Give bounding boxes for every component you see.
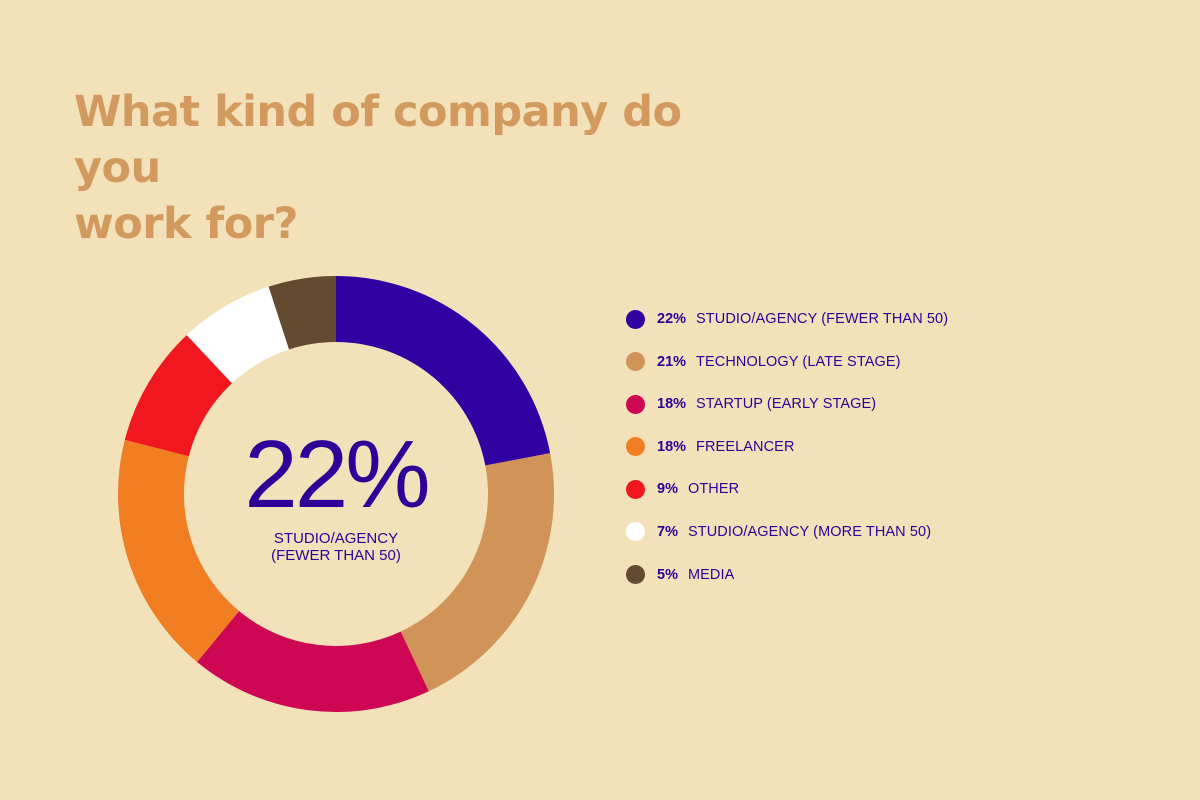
donut-slice xyxy=(400,453,554,692)
legend-label: MEDIA xyxy=(687,566,735,583)
center-label-line-1: STUDIO/AGENCY xyxy=(273,530,399,547)
legend-item: 18% FREELANCER xyxy=(626,436,948,458)
legend-label: TECHNOLOGY (LATE STAGE) xyxy=(696,353,901,370)
legend-label: FREELANCER xyxy=(696,438,795,455)
legend-percent: 22% xyxy=(657,311,687,327)
legend-label: OTHER xyxy=(687,481,740,498)
legend-swatch xyxy=(626,394,645,414)
center-label-line-2: (FEWER THAN 50) xyxy=(271,547,401,564)
legend-swatch xyxy=(626,309,645,329)
legend-percent: 5% xyxy=(657,566,678,583)
donut-slice xyxy=(118,439,240,662)
legend-percent: 21% xyxy=(657,353,687,370)
center-value: 22% xyxy=(244,421,430,528)
donut-slice xyxy=(268,276,336,350)
legend-swatch xyxy=(626,352,645,372)
donut-slice xyxy=(197,611,429,712)
donut-chart xyxy=(118,276,554,712)
center-label: STUDIO/AGENCY (FEWER THAN 50) xyxy=(206,530,466,564)
donut-slice xyxy=(124,335,232,457)
legend-swatch xyxy=(626,479,645,499)
legend-percent: 18% xyxy=(657,396,687,413)
legend-label: STARTUP (EARLY STAGE) xyxy=(696,396,877,413)
legend-item: 21% TECHNOLOGY (LATE STAGE) xyxy=(626,351,948,373)
legend-percent: 9% xyxy=(657,481,678,498)
legend-item: 22% STUDIO/AGENCY (FEWER THAN 50) xyxy=(626,308,948,330)
legend-label: STUDIO/AGENCY (FEWER THAN 50) xyxy=(696,311,949,327)
legend-swatch xyxy=(626,565,645,585)
legend-percent: 18% xyxy=(657,438,687,455)
legend-item: 5% MEDIA xyxy=(626,564,948,586)
legend-item: 7% STUDIO/AGENCY (MORE THAN 50) xyxy=(626,521,948,543)
donut-slice xyxy=(336,276,551,466)
legend-item: 18% STARTUP (EARLY STAGE) xyxy=(626,393,948,415)
legend-swatch xyxy=(626,522,645,542)
legend-item: 9% OTHER xyxy=(626,478,948,500)
legend-percent: 7% xyxy=(657,523,678,540)
chart-title-line-2: work for? xyxy=(74,199,298,249)
legend: 22% STUDIO/AGENCY (FEWER THAN 50) 21% TECHN… xyxy=(626,308,948,606)
legend-swatch xyxy=(626,437,645,457)
chart-title: What kind of company do you work for? xyxy=(74,84,774,252)
donut-slice xyxy=(186,286,290,384)
chart-title-line-1: What kind of company do you xyxy=(74,87,682,193)
legend-label: STUDIO/AGENCY (MORE THAN 50) xyxy=(687,523,932,540)
